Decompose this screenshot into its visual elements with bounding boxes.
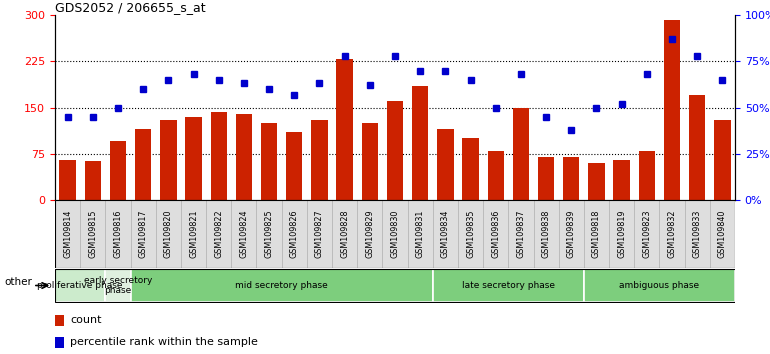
Text: GSM109823: GSM109823 [642,210,651,258]
Bar [433,200,458,268]
Bar [513,108,529,200]
Bar [387,101,403,200]
Text: other: other [5,277,32,287]
Bar [55,200,80,268]
Text: GSM109827: GSM109827 [315,210,324,258]
Bar [181,200,206,268]
Text: late secretory phase: late secretory phase [462,281,555,290]
Bar [160,120,176,200]
Bar [286,132,303,200]
Text: early secretory
phase: early secretory phase [84,276,152,295]
Text: GSM109837: GSM109837 [517,210,525,258]
Text: GSM109828: GSM109828 [340,210,349,258]
Bar [715,120,731,200]
Bar [80,200,105,268]
Bar [105,269,131,302]
Bar [433,269,584,302]
Bar [135,129,152,200]
Bar [210,112,227,200]
Bar [437,129,454,200]
Text: GSM109831: GSM109831 [416,210,425,258]
Bar [538,157,554,200]
Text: GSM109825: GSM109825 [265,210,273,258]
Bar [332,200,357,268]
Bar [685,200,710,268]
Text: GSM109824: GSM109824 [239,210,249,258]
Bar [206,200,231,268]
Bar [487,151,504,200]
Bar [110,141,126,200]
Bar [614,160,630,200]
Bar [231,200,256,268]
Text: GSM109829: GSM109829 [365,210,374,258]
Text: GSM109833: GSM109833 [693,210,701,258]
Text: GSM109835: GSM109835 [466,210,475,258]
Bar [588,163,604,200]
Text: GSM109815: GSM109815 [89,210,97,258]
Bar [664,20,680,200]
Text: GSM109832: GSM109832 [668,210,677,258]
Bar [261,123,277,200]
Bar [638,151,655,200]
Text: GSM109816: GSM109816 [113,210,122,258]
Text: GSM109839: GSM109839 [567,210,576,258]
Text: GSM109821: GSM109821 [189,210,198,258]
Bar [85,161,101,200]
Bar [462,138,479,200]
Bar [311,120,327,200]
Bar [282,200,307,268]
Text: percentile rank within the sample: percentile rank within the sample [70,337,258,347]
Text: GSM109822: GSM109822 [214,210,223,258]
Bar [186,117,202,200]
Text: GDS2052 / 206655_s_at: GDS2052 / 206655_s_at [55,1,206,14]
Text: GSM109834: GSM109834 [441,210,450,258]
Bar [236,114,252,200]
Bar [609,200,634,268]
Bar [689,95,705,200]
Bar [156,200,181,268]
Bar [710,200,735,268]
Bar [659,200,685,268]
Bar [458,200,483,268]
Bar [256,200,282,268]
Bar [407,200,433,268]
Text: GSM109838: GSM109838 [541,210,551,258]
Bar [131,200,156,268]
Bar [383,200,407,268]
Bar [131,269,433,302]
Bar [584,269,735,302]
Text: GSM109836: GSM109836 [491,210,500,258]
Text: GSM109830: GSM109830 [390,210,400,258]
Bar [483,200,508,268]
Bar [412,86,428,200]
Bar [362,123,378,200]
Bar [357,200,383,268]
Text: mid secretory phase: mid secretory phase [236,281,328,290]
Text: ambiguous phase: ambiguous phase [619,281,699,290]
Bar [534,200,559,268]
Bar [59,160,75,200]
Bar [105,200,131,268]
Text: GSM109840: GSM109840 [718,210,727,258]
Bar [508,200,534,268]
Text: count: count [70,315,102,325]
Bar [336,59,353,200]
Text: GSM109820: GSM109820 [164,210,172,258]
Bar [55,315,64,326]
Text: GSM109817: GSM109817 [139,210,148,258]
Bar [55,269,105,302]
Text: proliferative phase: proliferative phase [38,281,123,290]
Bar [559,200,584,268]
Bar [307,200,332,268]
Text: GSM109814: GSM109814 [63,210,72,258]
Text: GSM109826: GSM109826 [290,210,299,258]
Bar [563,157,580,200]
Text: GSM109819: GSM109819 [618,210,626,258]
Bar [634,200,659,268]
Bar [55,337,64,348]
Text: GSM109818: GSM109818 [592,210,601,258]
Bar [584,200,609,268]
